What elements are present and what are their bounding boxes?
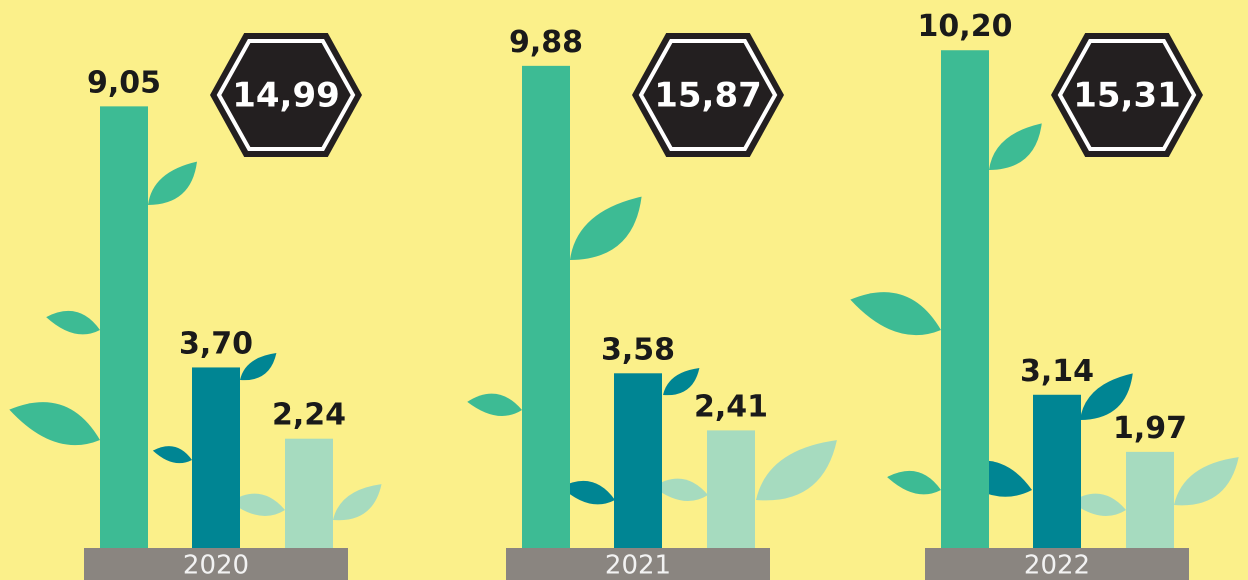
value-label: 3,14 (1020, 354, 1094, 389)
leaf (1165, 450, 1248, 517)
leaf (140, 156, 208, 214)
bar (1033, 395, 1081, 548)
value-label: 2,24 (272, 398, 346, 433)
bar (707, 430, 755, 548)
leaf (466, 387, 525, 422)
leaf (44, 303, 103, 342)
value-label: 9,88 (509, 25, 583, 60)
leaf (5, 386, 107, 460)
leaf (558, 188, 657, 273)
leaf (745, 431, 851, 515)
value-label: 3,70 (179, 326, 253, 361)
leaf (151, 440, 194, 468)
total-label: 15,87 (654, 76, 762, 116)
bar (522, 66, 570, 548)
leaf (846, 276, 948, 350)
year-label: 2021 (605, 551, 671, 580)
year-label: 2020 (183, 551, 249, 580)
bar (100, 106, 148, 548)
value-label: 2,41 (694, 389, 768, 424)
leaf (885, 463, 944, 502)
total-label: 15,31 (1073, 76, 1181, 116)
value-label: 9,05 (87, 65, 161, 100)
bar (192, 367, 240, 548)
chart: 9,05 3,70 2,24 2020 14,99 9,88 3,58 2,41 2021 15,… (0, 0, 1248, 580)
bar (941, 50, 989, 548)
total-label: 14,99 (232, 76, 340, 116)
leaf (326, 478, 390, 528)
bar (285, 439, 333, 548)
leaf (980, 117, 1053, 179)
bar (1126, 452, 1174, 548)
value-label: 1,97 (1113, 411, 1187, 446)
year-label: 2022 (1024, 551, 1090, 580)
value-label: 3,58 (601, 332, 675, 367)
value-label: 10,20 (918, 9, 1013, 44)
bar (614, 373, 662, 548)
page: {"chart_data": {"type": "bar", "categori… (0, 0, 1248, 580)
